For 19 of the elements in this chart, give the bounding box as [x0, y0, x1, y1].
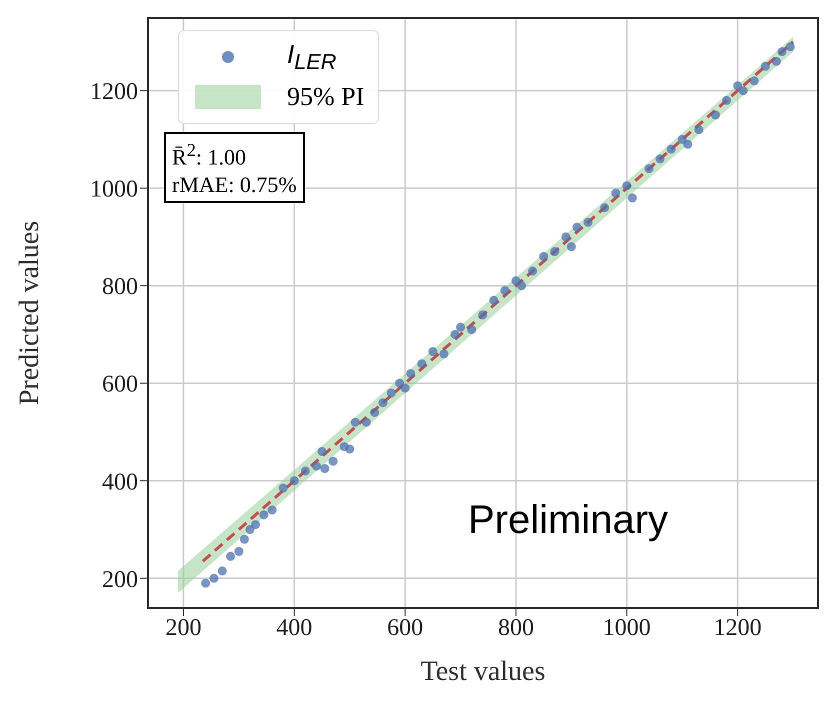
y-tick-label: 800	[102, 274, 138, 300]
x-tick-label: 1200	[714, 615, 762, 642]
y-tick-label: 200	[102, 566, 138, 593]
y-tick-label: 1000	[90, 176, 138, 203]
x-tick-label: 400	[276, 615, 312, 642]
legend-label: 95% PI	[287, 82, 364, 112]
annotation: R̄$^{2}$: 1.00	[172, 139, 247, 172]
x-tick-label: 200	[165, 615, 202, 642]
annotation: rMAE: 0.75%	[172, 171, 297, 200]
y-axis-title: Predicted values	[14, 220, 45, 406]
x-axis-title: Test values	[420, 656, 546, 687]
y-tick-label: 400	[102, 469, 138, 496]
annotation: Preliminary	[468, 498, 668, 542]
y-tick-label: 1200	[90, 79, 138, 106]
legend-label: I$_{LER}$	[287, 38, 336, 76]
x-tick-label: 1000	[602, 615, 651, 642]
x-tick-label: 800	[498, 615, 534, 642]
x-tick-label: 600	[387, 615, 424, 642]
y-tick-label: 600	[102, 372, 138, 398]
